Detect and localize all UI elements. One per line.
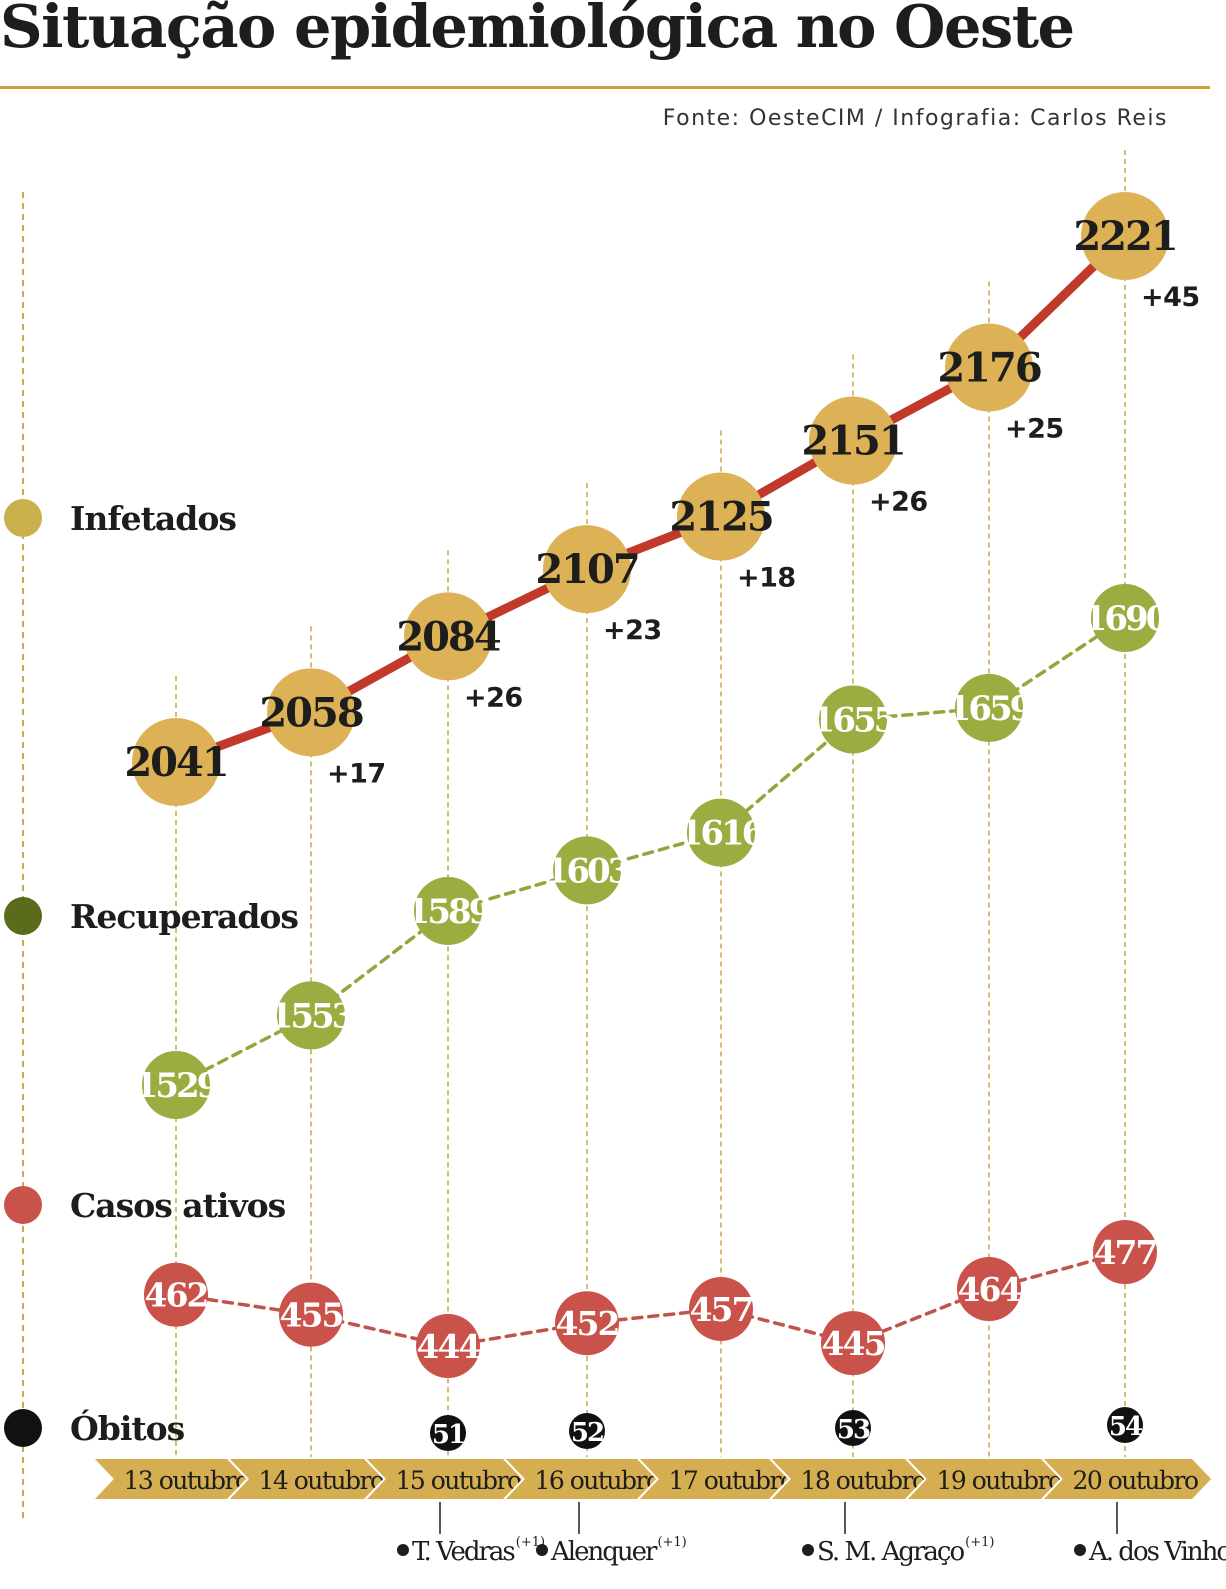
recuperados-value-label: 1553 <box>270 996 354 1036</box>
death-note-bullet <box>1074 1544 1086 1556</box>
recuperados-value-label: 1690 <box>1084 599 1169 639</box>
legend-label-recuperados: Recuperados <box>70 897 298 936</box>
ativos-value-label: 445 <box>822 1324 885 1363</box>
death-note-sup: (+1) <box>657 1535 686 1550</box>
date-tab-label: 20 outubro <box>1072 1466 1198 1495</box>
recuperados-point <box>819 685 887 754</box>
date-tab-label: 19 outubro <box>936 1466 1062 1495</box>
obitos-value-label: 53 <box>837 1415 870 1445</box>
source-credit: Fonte: OesteCIM / Infografia: Carlos Rei… <box>662 106 1168 131</box>
infetados-value-label: 2221 <box>1073 213 1176 260</box>
infetados-point <box>267 668 355 757</box>
date-tab <box>1039 1457 1214 1501</box>
infetados-increment-label: +23 <box>603 615 662 646</box>
recuperados-value-label: 1659 <box>948 689 1032 729</box>
legend-label-infetados: Infetados <box>70 499 236 538</box>
death-note-place: T. Vedras <box>412 1537 515 1567</box>
obitos-point <box>835 1410 871 1446</box>
date-tab-label: 18 outubro <box>800 1466 926 1495</box>
date-tab-label: 16 outubro <box>534 1466 660 1495</box>
ativos-point <box>416 1314 480 1378</box>
death-note-place: S. M. Agraço <box>817 1537 964 1567</box>
recuperados-point <box>1091 584 1159 652</box>
infetados-increment-label: +25 <box>1005 414 1064 445</box>
recuperados-point <box>687 798 755 867</box>
infetados-point <box>809 396 897 485</box>
ativos-point <box>1093 1220 1157 1284</box>
infetados-point <box>404 592 492 681</box>
recuperados-point <box>414 876 482 945</box>
recuperados-value-label: 1529 <box>135 1066 219 1106</box>
ativos-value-label: 452 <box>556 1304 619 1343</box>
date-tab-label: 13 outubro <box>123 1466 249 1495</box>
infetados-value-label: 2151 <box>801 418 904 465</box>
legend-label-ativos: Casos ativos <box>70 1186 286 1225</box>
infetados-value-label: 2107 <box>535 546 638 593</box>
date-tab-label: 15 outubro <box>395 1466 521 1495</box>
death-note-bullet <box>802 1544 814 1556</box>
death-note-place: Alenquer <box>550 1537 658 1567</box>
infetados-increment-label: +26 <box>869 487 928 518</box>
obitos-point <box>569 1413 605 1449</box>
death-note-place: A. dos Vinhos <box>1088 1537 1226 1567</box>
infetados-value-label: 2084 <box>396 613 500 660</box>
legend-dot-infetados <box>4 499 42 537</box>
recuperados-point <box>553 836 621 905</box>
infetados-increment-label: +26 <box>464 682 523 713</box>
infetados-value-label: 2058 <box>259 689 362 736</box>
ativos-point <box>555 1291 619 1356</box>
infetados-point <box>543 525 631 614</box>
page-title: Situação epidemiológica no Oeste <box>0 0 1075 61</box>
infetados-point <box>132 718 220 806</box>
title-divider <box>0 86 1210 89</box>
infetados-value-label: 2041 <box>124 739 227 786</box>
recuperados-value-label: 1616 <box>680 814 764 854</box>
ativos-value-label: 457 <box>690 1290 753 1329</box>
ativos-point <box>144 1262 208 1327</box>
recuperados-point <box>277 981 345 1050</box>
infetados-increment-label: +18 <box>737 563 796 594</box>
ativos-value-label: 462 <box>145 1276 208 1315</box>
death-note-sup: (+1) <box>965 1535 994 1550</box>
legend-dot-recuperados <box>4 897 42 935</box>
infetados-increment-label: +17 <box>327 758 386 789</box>
infetados-value-label: 2176 <box>937 345 1040 392</box>
obitos-value-label: 52 <box>571 1418 603 1448</box>
legend-dot-obitos <box>4 1409 42 1447</box>
legend-label-obitos: Óbitos <box>70 1408 185 1448</box>
date-tab-label: 14 outubro <box>258 1466 384 1495</box>
obitos-point <box>430 1415 466 1451</box>
legend-dot-ativos <box>4 1186 42 1224</box>
death-note-bullet <box>536 1544 548 1556</box>
infetados-point <box>1081 192 1169 280</box>
ativos-value-label: 444 <box>417 1327 481 1366</box>
obitos-point <box>1107 1407 1143 1443</box>
ativos-point <box>957 1257 1021 1322</box>
infetados-point <box>677 472 765 561</box>
ativos-point <box>689 1276 753 1341</box>
infetados-point <box>945 323 1033 412</box>
ativos-value-label: 455 <box>280 1296 343 1335</box>
recuperados-value-label: 1603 <box>546 851 630 891</box>
death-note-bullet <box>397 1544 409 1556</box>
date-tab-label: 17 outubro <box>668 1466 794 1495</box>
infetados-increment-label: +45 <box>1141 282 1200 313</box>
infetados-value-label: 2125 <box>669 494 772 541</box>
ativos-point <box>279 1282 343 1347</box>
ativos-value-label: 477 <box>1094 1233 1157 1272</box>
ativos-point <box>821 1311 885 1376</box>
recuperados-point <box>955 673 1023 742</box>
ativos-value-label: 464 <box>958 1270 1022 1309</box>
recuperados-point <box>142 1051 210 1119</box>
recuperados-value-label: 1589 <box>407 892 491 932</box>
recuperados-value-label: 1655 <box>812 701 896 741</box>
obitos-value-label: 54 <box>1109 1412 1143 1442</box>
obitos-value-label: 51 <box>432 1420 464 1450</box>
